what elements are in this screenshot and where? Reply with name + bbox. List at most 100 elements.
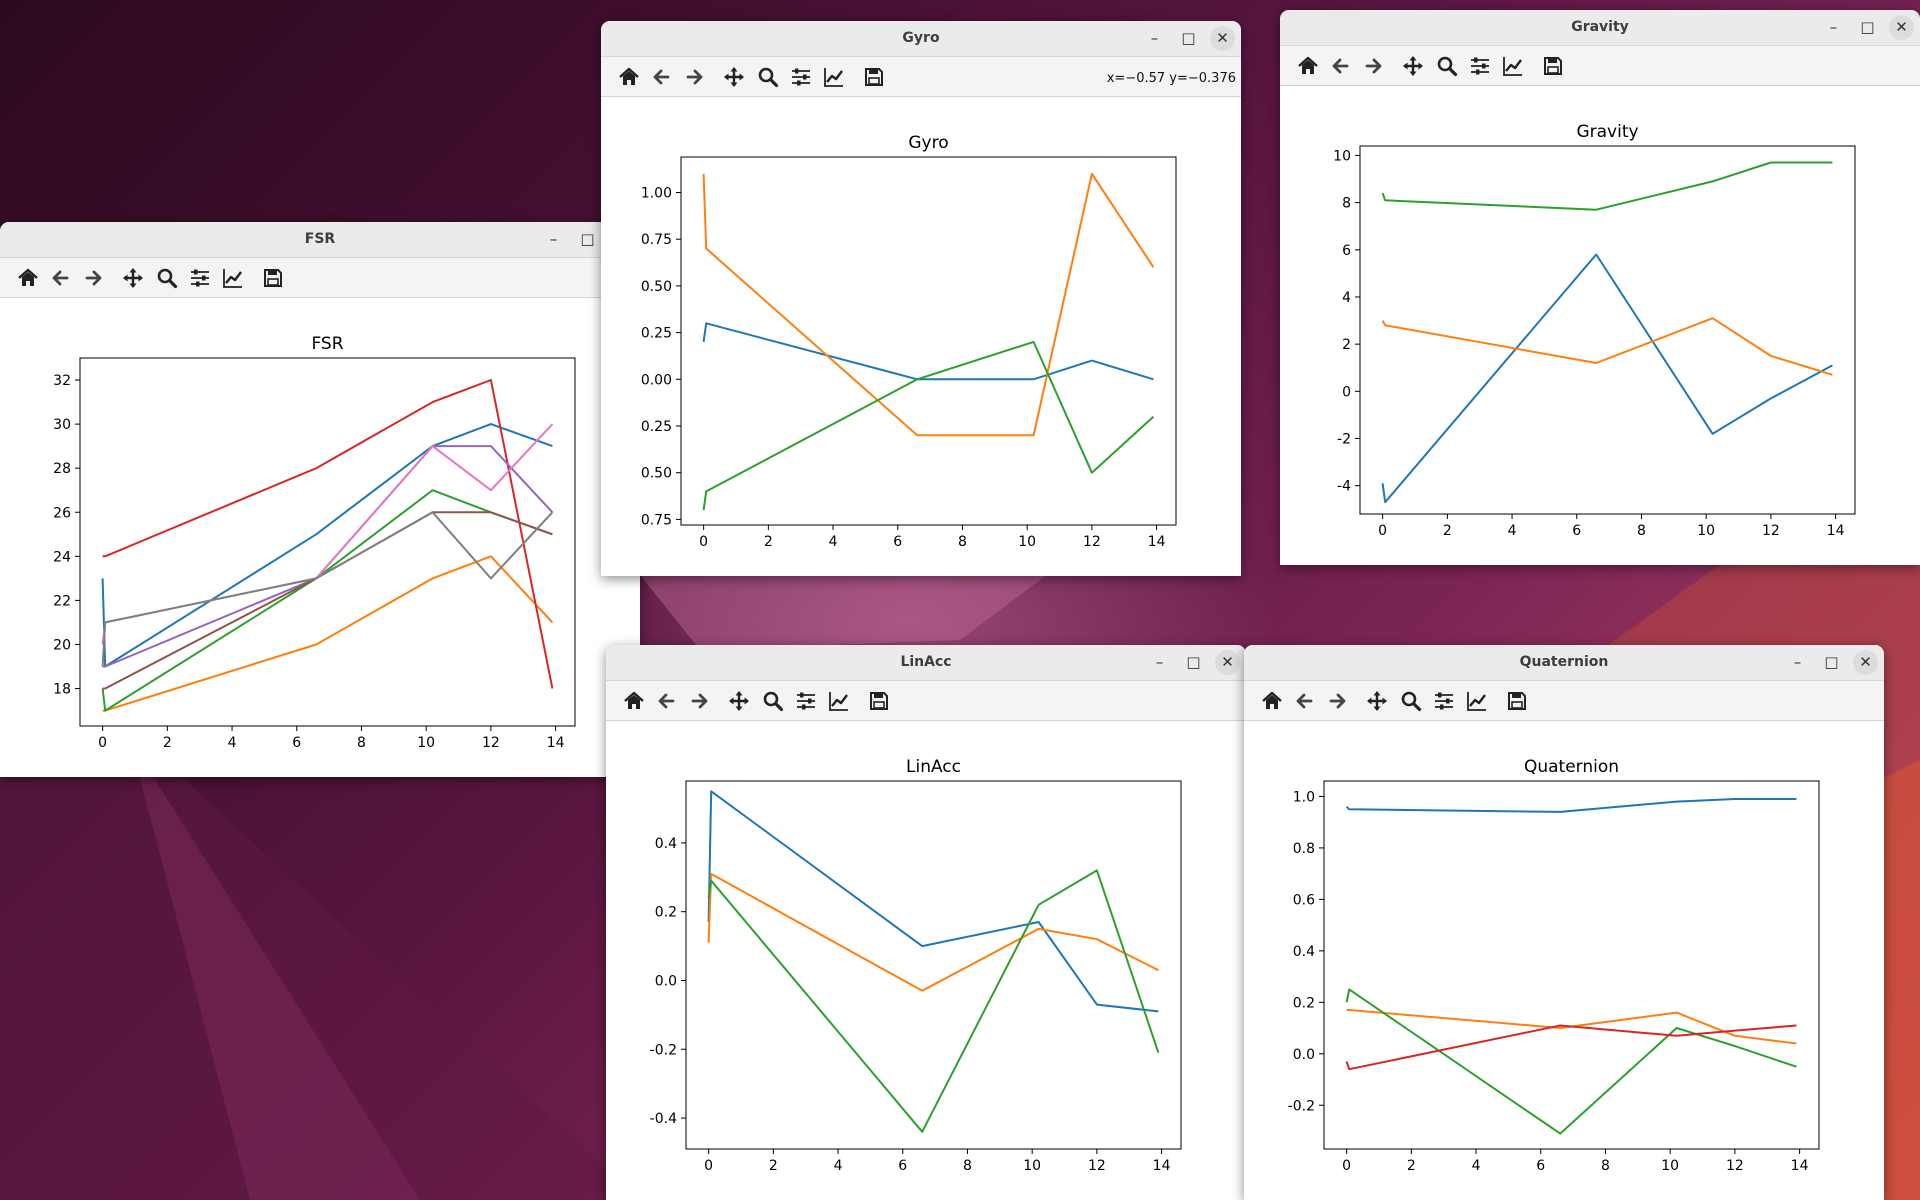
x-tick-label: 6 [1572,523,1581,539]
series-line-1 [1381,253,1833,504]
edit-axis-icon[interactable] [1502,55,1524,77]
y-tick-label: 28 [53,461,71,477]
minimize-button[interactable]: – [1155,653,1164,671]
back-arrow-icon[interactable] [1330,55,1352,77]
fsr-titlebar[interactable]: FSR –□✕ [0,222,640,258]
back-arrow-icon[interactable] [50,267,72,289]
back-arrow-icon[interactable] [1294,690,1316,712]
series-line-3 [707,869,1160,1133]
minimize-button[interactable]: – [549,230,558,248]
minimize-button[interactable]: – [1829,18,1838,36]
home-icon[interactable] [618,66,640,88]
pan-move-icon[interactable] [723,66,745,88]
chart-title: Gravity [1576,122,1638,142]
maximize-button[interactable]: □ [1186,653,1201,671]
back-arrow-icon[interactable] [651,66,673,88]
x-tick-label: 8 [1637,523,1646,539]
save-floppy-icon[interactable] [1542,55,1564,77]
cursor-coordinates: x=−0.57 y=−0.376 [1106,71,1236,86]
plot-frame [79,357,576,727]
forward-arrow-icon[interactable] [82,267,104,289]
forward-arrow-icon[interactable] [1362,55,1384,77]
y-tick-label: 20 [53,637,71,653]
zoom-magnifier-icon[interactable] [156,267,178,289]
x-tick-label: 12 [482,735,500,751]
back-arrow-icon[interactable] [656,690,678,712]
x-tick-label: 14 [1148,534,1166,550]
window-title: Gyro [902,30,940,46]
home-icon[interactable] [623,690,645,712]
gravity-plot: Gravity 0 2 4 6 8 10 12 14 10 8 6 4 2 0 -2 -4 [1280,86,1920,556]
y-tick-label: -0.2 [650,1042,677,1058]
forward-arrow-icon[interactable] [683,66,705,88]
zoom-magnifier-icon[interactable] [1400,690,1422,712]
y-tick-label: -4 [1337,479,1351,495]
forward-arrow-icon[interactable] [688,690,710,712]
zoom-magnifier-icon[interactable] [762,690,784,712]
close-button[interactable]: ✕ [1210,26,1235,51]
edit-axis-icon[interactable] [222,267,244,289]
forward-arrow-icon[interactable] [1326,690,1348,712]
configure-subplots-icon[interactable] [1433,690,1455,712]
configure-subplots-icon[interactable] [795,690,817,712]
series-line-2 [707,872,1159,992]
x-tick-label: 8 [958,534,967,550]
x-tick-label: 2 [1407,1158,1416,1174]
home-icon[interactable] [17,267,39,289]
x-tick-label: 0 [699,534,708,550]
x-tick-label: 4 [228,735,237,751]
pan-move-icon[interactable] [122,267,144,289]
y-tick-label: 0.25 [641,326,672,342]
save-floppy-icon[interactable] [1506,690,1528,712]
x-tick-label: 4 [829,534,838,550]
chart-title: Gyro [908,133,948,153]
zoom-magnifier-icon[interactable] [1436,55,1458,77]
home-icon[interactable] [1297,55,1319,77]
edit-axis-icon[interactable] [828,690,850,712]
x-tick-label: 2 [764,534,773,550]
plot-toolbar [1244,681,1884,721]
plot-frame [1323,780,1820,1150]
close-button[interactable]: ✕ [1853,650,1878,675]
home-icon[interactable] [1261,690,1283,712]
y-tick-label: 0.75 [641,232,672,248]
gravity-titlebar[interactable]: Gravity – □ ✕ [1280,10,1920,46]
linacc-titlebar[interactable]: LinAcc – □ ✕ [606,645,1246,681]
minimize-button[interactable]: – [1150,29,1159,47]
save-floppy-icon[interactable] [262,267,284,289]
quaternion-titlebar[interactable]: Quaternion – □ ✕ [1244,645,1884,681]
pan-move-icon[interactable] [728,690,750,712]
configure-subplots-icon[interactable] [1469,55,1491,77]
maximize-button[interactable]: □ [1860,18,1875,36]
y-tick-label: 1.00 [641,185,672,201]
save-floppy-icon[interactable] [868,690,890,712]
pan-move-icon[interactable] [1366,690,1388,712]
close-button[interactable]: ✕ [1889,15,1914,40]
maximize-button[interactable]: □ [1824,653,1839,671]
plot-toolbar: x=−0.57 y=−0.376 [601,57,1241,97]
y-tick-label: 2 [1342,337,1351,353]
save-floppy-icon[interactable] [863,66,885,88]
configure-subplots-icon[interactable] [189,267,211,289]
x-tick-label: 6 [1536,1158,1545,1174]
edit-axis-icon[interactable] [823,66,845,88]
gyro-window: Gyro – □ ✕ x=−0.57 y=−0.376 Gyro 0 2 4 6 8 10 12 1… [601,21,1241,576]
series-line-1 [101,423,553,668]
series-line-3 [1381,161,1833,211]
close-button[interactable]: ✕ [1215,650,1240,675]
x-tick-label: 14 [1827,523,1845,539]
zoom-magnifier-icon[interactable] [757,66,779,88]
plot-toolbar [606,681,1246,721]
minimize-button[interactable]: – [1793,653,1802,671]
pan-move-icon[interactable] [1402,55,1424,77]
maximize-button[interactable]: □ [1181,29,1196,47]
gyro-titlebar[interactable]: Gyro – □ ✕ [601,21,1241,57]
configure-subplots-icon[interactable] [790,66,812,88]
y-tick-label: 0.00 [641,372,672,388]
x-tick-label: 8 [357,735,366,751]
maximize-button[interactable]: □ [580,230,595,248]
series-line-5 [102,445,554,668]
edit-axis-icon[interactable] [1466,690,1488,712]
window-title: LinAcc [900,654,952,670]
